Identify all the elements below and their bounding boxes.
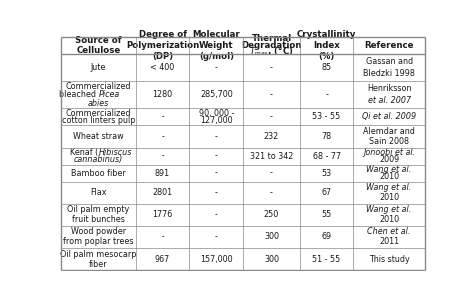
Text: Qi et al. 2009: Qi et al. 2009	[362, 112, 416, 121]
Text: Wang et al.: Wang et al.	[366, 183, 412, 192]
Text: Wheat straw: Wheat straw	[73, 132, 124, 141]
Text: fiber: fiber	[89, 260, 108, 268]
Text: -: -	[161, 132, 164, 141]
Text: -: -	[215, 210, 218, 219]
Text: et al. 2007: et al. 2007	[367, 96, 410, 105]
Text: Sain 2008: Sain 2008	[369, 137, 409, 146]
Text: Jonoobi et al.: Jonoobi et al.	[363, 148, 415, 157]
Text: cotton linters pulp: cotton linters pulp	[62, 116, 135, 125]
Text: Source of
Cellulose: Source of Cellulose	[75, 36, 122, 55]
Text: Flax: Flax	[90, 188, 107, 197]
Text: Picea: Picea	[99, 90, 119, 99]
Text: 967: 967	[155, 254, 170, 264]
Text: Oil palm empty: Oil palm empty	[67, 205, 129, 214]
Text: -: -	[161, 152, 164, 161]
Text: 2009: 2009	[379, 155, 399, 164]
Text: -: -	[325, 90, 328, 99]
Text: Molecular
Weight
(g/mol): Molecular Weight (g/mol)	[192, 30, 240, 61]
Text: 85: 85	[321, 63, 332, 72]
Text: Gassan and: Gassan and	[365, 57, 413, 66]
Text: 2010: 2010	[379, 172, 399, 181]
Text: Degree of
Polymerization
(DP): Degree of Polymerization (DP)	[126, 30, 199, 61]
Text: 1776: 1776	[153, 210, 173, 219]
Text: -: -	[161, 112, 164, 121]
Text: 891: 891	[155, 169, 170, 178]
Text: -: -	[270, 112, 273, 121]
Text: cannabinus): cannabinus)	[74, 155, 123, 164]
Text: 232: 232	[264, 132, 279, 141]
Text: 78: 78	[321, 132, 332, 141]
Text: abies: abies	[88, 99, 109, 108]
Text: -: -	[161, 232, 164, 241]
Text: Jute: Jute	[91, 63, 106, 72]
Text: Reference: Reference	[365, 41, 414, 50]
Text: 69: 69	[321, 232, 332, 241]
Text: Wood powder: Wood powder	[71, 227, 126, 237]
Text: -: -	[215, 169, 218, 178]
Text: -: -	[215, 132, 218, 141]
Text: 67: 67	[321, 188, 332, 197]
Text: Commercialized: Commercialized	[65, 109, 131, 118]
Text: -: -	[270, 63, 273, 72]
Text: 53 - 55: 53 - 55	[312, 112, 341, 121]
Text: bleached: bleached	[59, 90, 99, 99]
Text: 300: 300	[264, 254, 279, 264]
Text: Oil palm mesocarp: Oil palm mesocarp	[60, 250, 137, 258]
Text: 55: 55	[321, 210, 332, 219]
Text: Chen et al.: Chen et al.	[367, 227, 411, 237]
Text: fruit bunches: fruit bunches	[72, 215, 125, 224]
Text: Henriksson: Henriksson	[367, 84, 411, 93]
Text: 2010: 2010	[379, 193, 399, 202]
Text: 127,000: 127,000	[200, 116, 233, 125]
Text: 300: 300	[264, 232, 279, 241]
Text: Alemdar and: Alemdar and	[363, 127, 415, 136]
Text: 68 - 77: 68 - 77	[312, 152, 341, 161]
Text: -: -	[270, 169, 273, 178]
Text: 285,700: 285,700	[200, 90, 233, 99]
Text: -: -	[215, 63, 218, 72]
Text: This study: This study	[369, 254, 410, 264]
Text: from poplar trees: from poplar trees	[63, 237, 134, 247]
Text: -: -	[270, 188, 273, 197]
Text: Crystallinity
Index
(%): Crystallinity Index (%)	[297, 30, 356, 61]
Text: Wang et al.: Wang et al.	[366, 165, 412, 174]
Text: 2011: 2011	[379, 237, 399, 247]
Text: Bledzki 1998: Bledzki 1998	[363, 69, 415, 78]
Text: Hibiscus: Hibiscus	[99, 148, 132, 157]
Text: -: -	[215, 188, 218, 197]
Text: -: -	[215, 152, 218, 161]
Text: 2010: 2010	[379, 215, 399, 224]
Text: 53: 53	[321, 169, 332, 178]
Text: -: -	[215, 232, 218, 241]
Text: 157,000: 157,000	[200, 254, 233, 264]
Text: 250: 250	[264, 210, 279, 219]
Text: Kenaf (: Kenaf (	[70, 148, 99, 157]
Text: $T_\mathrm{max}$, (°C): $T_\mathrm{max}$, (°C)	[249, 46, 294, 58]
Text: -: -	[270, 90, 273, 99]
Text: Bamboo fiber: Bamboo fiber	[71, 169, 126, 178]
Text: < 400: < 400	[150, 63, 175, 72]
Text: Commercialized: Commercialized	[65, 82, 131, 91]
Text: Degradation: Degradation	[241, 41, 302, 50]
Text: 321 to 342: 321 to 342	[250, 152, 293, 161]
Text: 2801: 2801	[153, 188, 173, 197]
Text: 90, 000 -: 90, 000 -	[199, 109, 234, 118]
Text: 1280: 1280	[153, 90, 173, 99]
Text: Wang et al.: Wang et al.	[366, 205, 412, 214]
Text: Thermal: Thermal	[251, 34, 292, 43]
Text: 51 - 55: 51 - 55	[312, 254, 341, 264]
